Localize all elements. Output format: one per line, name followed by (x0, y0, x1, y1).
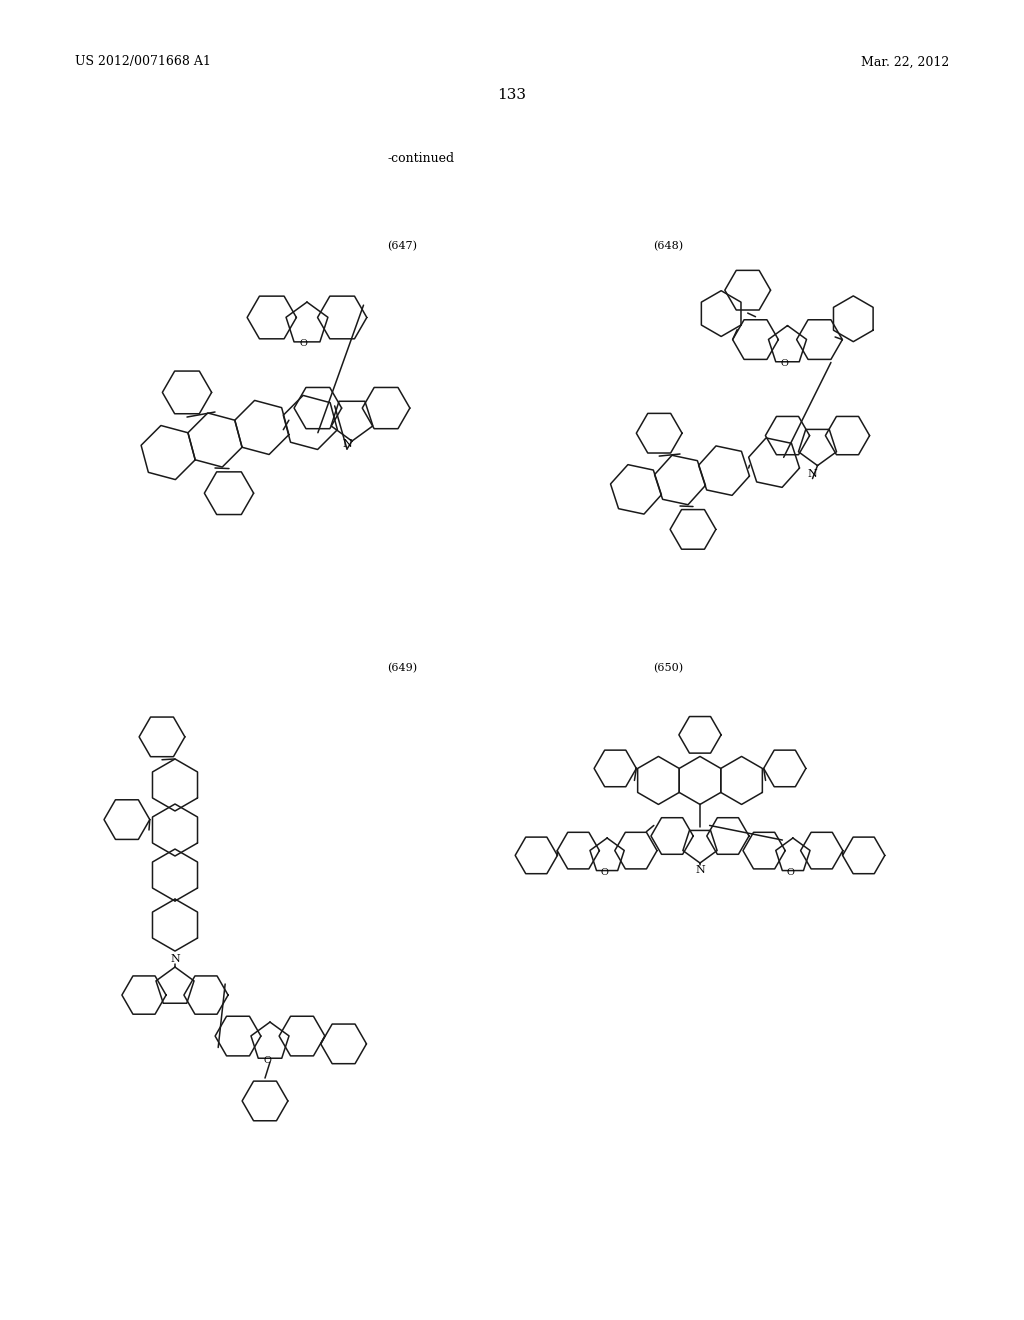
Text: (647): (647) (387, 240, 417, 251)
Text: (649): (649) (387, 663, 417, 673)
Text: O: O (263, 1056, 271, 1064)
Text: O: O (600, 867, 608, 876)
Text: N: N (808, 469, 817, 479)
Text: (650): (650) (653, 663, 683, 673)
Text: 133: 133 (498, 88, 526, 102)
Text: N: N (170, 954, 180, 964)
Text: (648): (648) (653, 240, 683, 251)
Text: O: O (300, 339, 307, 348)
Text: N: N (342, 440, 352, 449)
Text: O: O (786, 867, 795, 876)
Text: O: O (780, 359, 788, 368)
Text: N: N (695, 865, 705, 875)
Text: Mar. 22, 2012: Mar. 22, 2012 (861, 55, 949, 69)
Text: -continued: -continued (388, 152, 455, 165)
Text: US 2012/0071668 A1: US 2012/0071668 A1 (75, 55, 211, 69)
